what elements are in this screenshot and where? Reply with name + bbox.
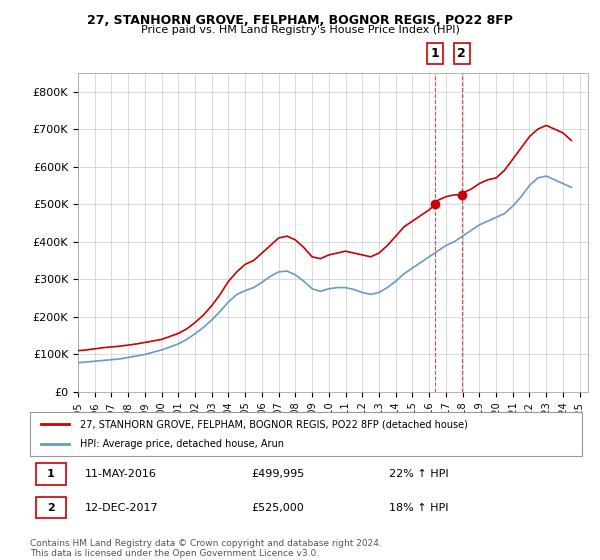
Text: 1: 1 bbox=[47, 469, 55, 479]
Text: Price paid vs. HM Land Registry's House Price Index (HPI): Price paid vs. HM Land Registry's House … bbox=[140, 25, 460, 35]
Text: 27, STANHORN GROVE, FELPHAM, BOGNOR REGIS, PO22 8FP (detached house): 27, STANHORN GROVE, FELPHAM, BOGNOR REGI… bbox=[80, 419, 467, 429]
FancyBboxPatch shape bbox=[30, 412, 582, 456]
Text: 11-MAY-2016: 11-MAY-2016 bbox=[85, 469, 157, 479]
FancyBboxPatch shape bbox=[35, 497, 66, 519]
Text: HPI: Average price, detached house, Arun: HPI: Average price, detached house, Arun bbox=[80, 439, 284, 449]
Text: Contains HM Land Registry data © Crown copyright and database right 2024.
This d: Contains HM Land Registry data © Crown c… bbox=[30, 539, 382, 558]
Text: 2: 2 bbox=[457, 47, 466, 60]
Text: 27, STANHORN GROVE, FELPHAM, BOGNOR REGIS, PO22 8FP: 27, STANHORN GROVE, FELPHAM, BOGNOR REGI… bbox=[87, 14, 513, 27]
Text: 18% ↑ HPI: 18% ↑ HPI bbox=[389, 502, 448, 512]
FancyBboxPatch shape bbox=[35, 463, 66, 485]
Text: 2: 2 bbox=[47, 502, 55, 512]
Text: 12-DEC-2017: 12-DEC-2017 bbox=[85, 502, 159, 512]
Text: £525,000: £525,000 bbox=[251, 502, 304, 512]
Text: 1: 1 bbox=[431, 47, 440, 60]
Text: 22% ↑ HPI: 22% ↑ HPI bbox=[389, 469, 448, 479]
Text: £499,995: £499,995 bbox=[251, 469, 304, 479]
